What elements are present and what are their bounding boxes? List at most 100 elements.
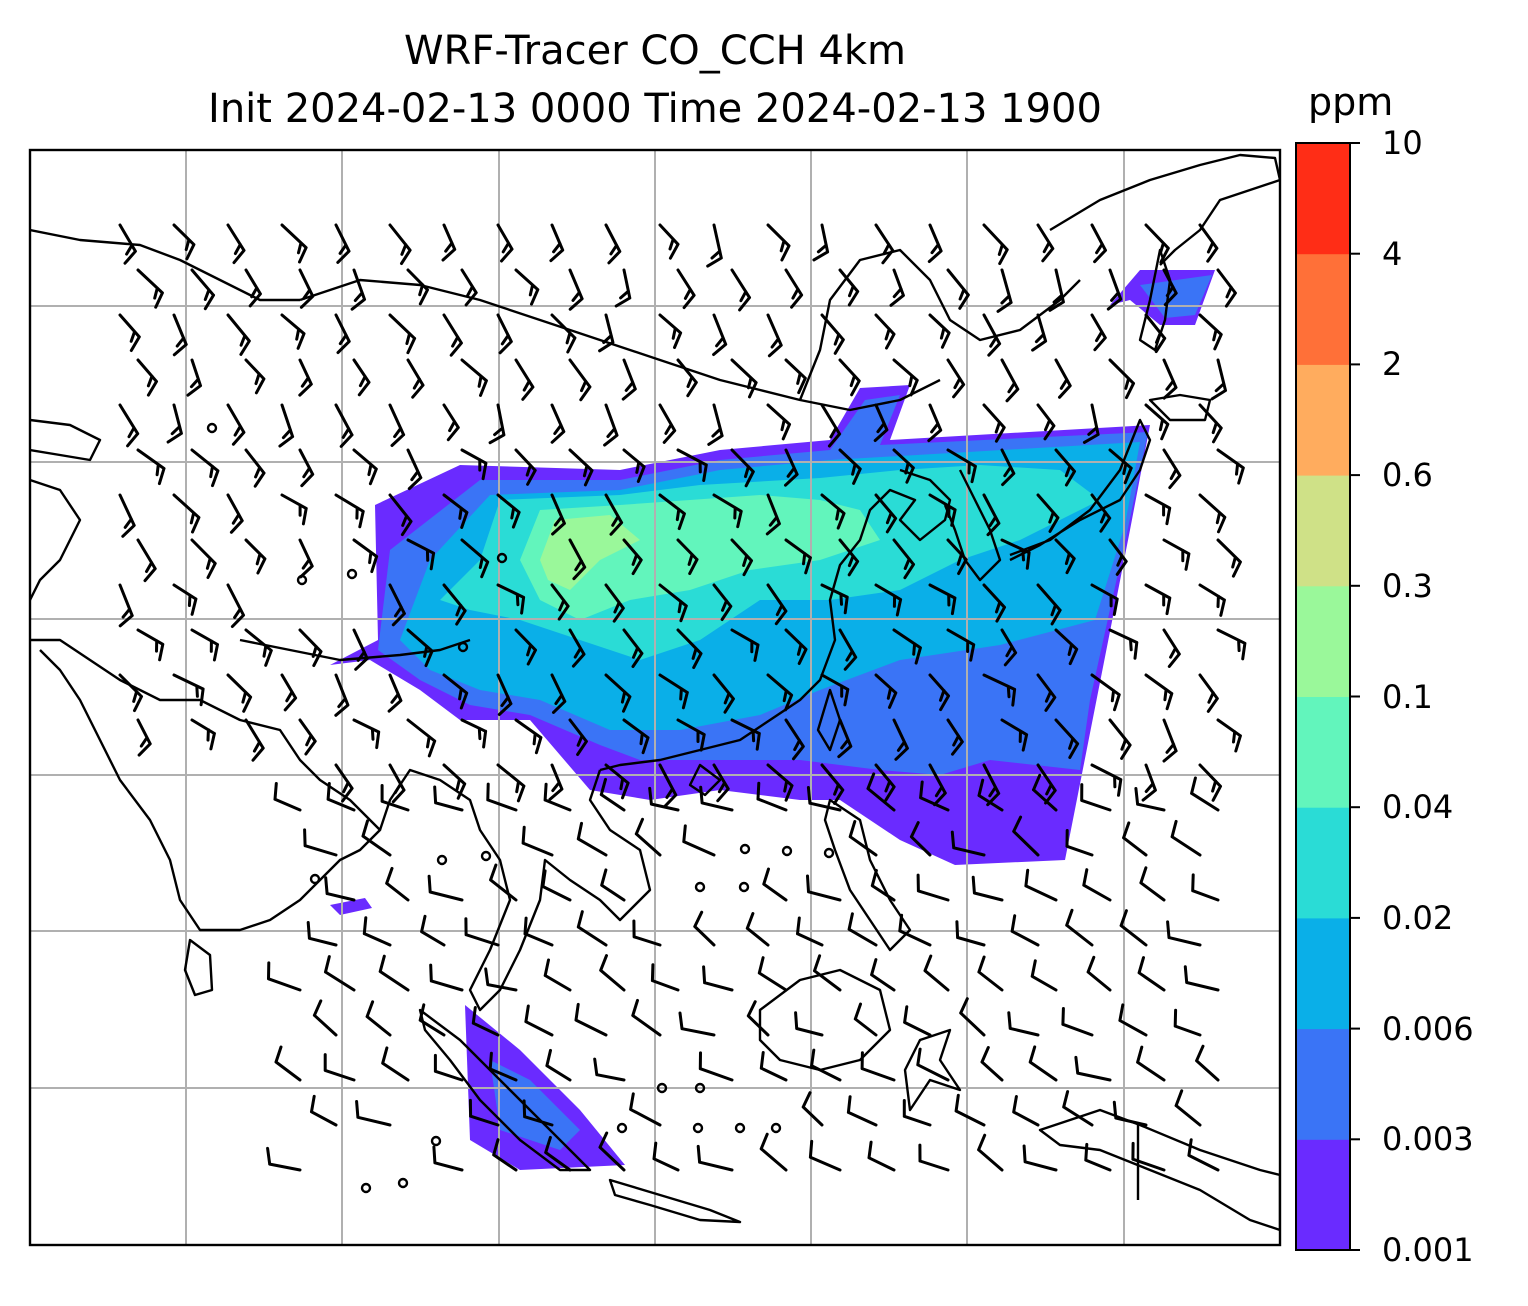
wind-barb [280,223,308,264]
wind-barb [388,763,406,804]
wind-barb [352,718,381,750]
wind-barb-calm [309,873,321,885]
wind-barb [784,448,799,487]
colorbar-segment [1296,696,1350,808]
wind-barb [1136,1045,1166,1082]
wind-barb [442,583,467,626]
wind-barb [1162,448,1182,490]
wind-barb [190,448,220,488]
wind-barb [766,223,791,262]
wind-barb [928,493,957,527]
wind-barb [682,824,716,857]
wind-barb [1137,956,1166,992]
wind-barb [388,223,412,265]
wind-barb [1216,268,1237,308]
wind-barb [860,1051,896,1082]
map-title-line2: Init 2024-02-13 0000 Time 2024-02-13 190… [208,86,1102,132]
wind-barb [280,673,298,712]
wind-barb [312,999,338,1037]
wind-barb [574,1002,608,1037]
colorbar-segment [1296,364,1350,476]
wind-barb [784,358,807,395]
wind-barb [1048,268,1065,312]
wind-barb [486,782,518,812]
wind-barb [1112,1100,1148,1127]
wind-barb [1144,313,1167,354]
wind-barb [568,628,586,668]
wind-barb [460,718,488,749]
wind-barb [928,763,947,807]
wind-barb-calm [694,881,706,893]
wind-barb [406,448,423,491]
wind-barb-calm [436,854,448,866]
wind-barb-calm [770,1122,782,1134]
wind-barb [306,921,338,947]
wind-barb [541,869,572,902]
wind-barb [352,358,371,397]
wind-barb [545,1048,572,1082]
wind-barb [334,403,354,448]
wind-barb [1108,718,1132,760]
wind-barb [568,538,587,581]
wind-barb [244,358,266,395]
tracer-region-0003-north [1140,275,1212,318]
wind-barb [442,763,467,800]
wind-barb [1166,920,1202,947]
wind-barb [820,763,845,805]
colorbar-segment [1296,143,1350,255]
wind-barb [766,673,794,712]
wind-barb [550,583,570,621]
wind-barb [226,313,251,356]
wind-barb [892,628,922,665]
wind-barb-calm [430,1135,442,1147]
wind-barb [1090,673,1121,712]
wind-barb [1198,223,1219,263]
wind-barb [712,763,730,803]
wind-barb [820,403,842,448]
wind-barb [796,916,824,947]
wind-barb [1187,1138,1220,1172]
wind-barb-calm [734,1122,746,1134]
wind-barb [172,223,196,261]
colorbar-tick-label: 4 [1382,234,1403,273]
tracer-region-01 [540,515,640,590]
wind-barb [280,313,306,350]
wind-barb [460,268,478,307]
wind-barb [514,448,537,486]
wind-barb [838,448,862,485]
wind-barb [658,313,683,349]
wind-barb [1000,718,1029,752]
wind-barb [334,223,351,264]
wind-barb [355,1100,392,1127]
coastline-hainan [688,763,722,797]
wind-barb [1065,829,1094,857]
wind-barb [892,718,909,761]
colorbar-segment [1296,1139,1350,1251]
wind-barb [1198,313,1223,351]
wind-barb [172,313,188,357]
wind-barb [1000,628,1018,667]
wind-barb [1162,358,1178,400]
colorbar-tick-label: 0.6 [1382,456,1433,495]
wind-barb [350,268,366,311]
wind-barb [1162,628,1181,668]
colorbar-tick-label: 0.3 [1382,566,1433,605]
wind-barb [838,268,860,307]
coastline-india [30,638,382,932]
wind-barb [1036,583,1062,626]
border-central-asia [30,228,300,302]
wind-barb [916,1047,950,1082]
wind-barb [468,1098,500,1127]
wind-barb [1198,493,1227,534]
wind-barb [892,538,915,580]
wind-barb [118,403,140,448]
wind-barb [874,223,895,265]
wind-barb [629,1092,662,1127]
wind-barb [982,673,1017,707]
wind-barb [806,874,842,902]
wind-barb [766,763,794,802]
wind-barb [496,763,526,803]
wind-barb [604,583,625,623]
wind-barb [730,268,751,312]
wind-barb [543,782,572,812]
